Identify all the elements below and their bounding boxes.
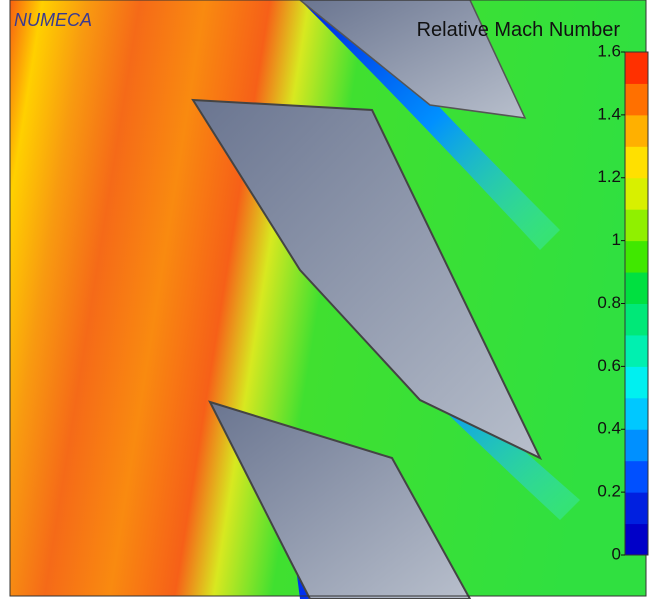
tick-label: 0.6 [597, 356, 621, 375]
colorbar-band [625, 272, 648, 304]
tick-label: 0.2 [597, 482, 621, 501]
colorbar-band [625, 83, 648, 115]
colorbar-band [625, 115, 648, 147]
colorbar-band [625, 492, 648, 524]
colorbar-band [625, 366, 648, 398]
tick-label: 0.4 [597, 419, 621, 438]
colorbar-title: Relative Mach Number [417, 19, 621, 41]
colorbar-band [625, 52, 648, 84]
colorbar-band [625, 146, 648, 178]
colorbar-band [625, 398, 648, 430]
tick-label: 0.8 [597, 293, 621, 312]
colorbar-band [625, 461, 648, 493]
colorbar-band [625, 524, 648, 556]
page: {"brand": "NUMECA", "colorbar": {"title"… [0, 0, 651, 599]
colorbar-band [625, 241, 648, 273]
tick-label: 1 [612, 230, 621, 249]
scene: NUMECA Relative Mach Number 0 0.2 0.4 0.6 0.… [0, 0, 651, 599]
tick-label: 0 [612, 544, 621, 563]
tick-label: 1.4 [597, 104, 621, 123]
colorbar-band [625, 429, 648, 461]
colorbar-band [625, 209, 648, 241]
tick-label: 1.6 [597, 41, 621, 60]
tick-label: 1.2 [597, 167, 621, 186]
brand: NUMECA [14, 10, 92, 30]
colorbar-band [625, 304, 648, 336]
colorbar-band [625, 178, 648, 210]
colorbar-band [625, 335, 648, 367]
